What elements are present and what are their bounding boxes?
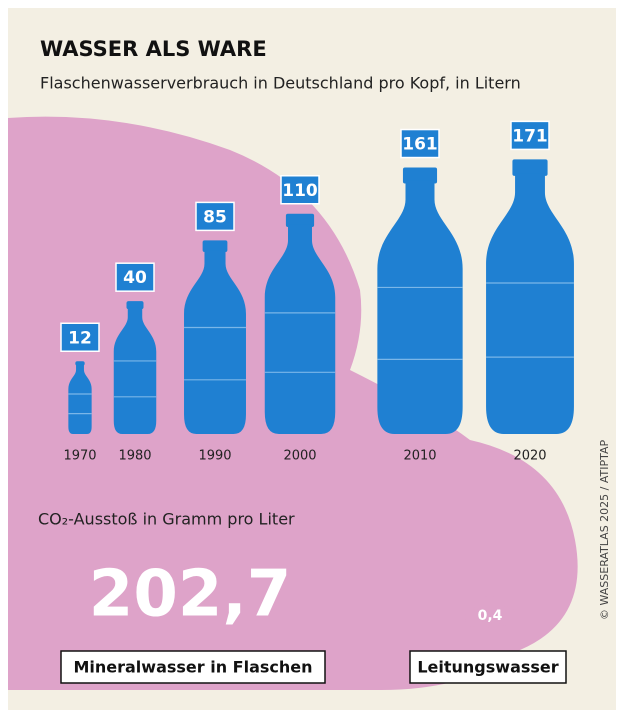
bottle-body xyxy=(377,180,463,434)
tap-cloud-part xyxy=(496,606,516,626)
bottle-cap xyxy=(402,167,438,184)
co2-value: 202,7 xyxy=(89,558,291,632)
co2-title: CO₂-Ausstoß in Gramm pro Liter xyxy=(38,510,295,529)
value-box xyxy=(400,128,440,159)
label: Mineralwasser in Flaschen xyxy=(73,658,312,677)
value-label: 110 xyxy=(282,181,318,201)
label-box xyxy=(409,650,567,684)
label: Leitungswasser xyxy=(417,658,558,677)
tap-value: 0,4 xyxy=(478,608,503,624)
bottle xyxy=(264,213,336,434)
credit: © WASSERATLAS 2025 / ATIPTAP xyxy=(598,439,611,620)
bottle xyxy=(377,167,463,434)
value-box xyxy=(510,120,550,151)
value-box xyxy=(115,262,155,292)
tap-cloud-part xyxy=(465,609,483,627)
bottle-cap xyxy=(202,240,228,253)
bottle-body xyxy=(184,250,246,434)
value-label: 85 xyxy=(203,207,227,227)
bottle-body xyxy=(68,364,92,434)
value-label: 12 xyxy=(68,328,92,348)
bottle-cap xyxy=(285,213,315,227)
bottle xyxy=(184,240,246,434)
x-tick-label: 2000 xyxy=(283,449,316,464)
subtitle: Flaschenwasserverbrauch in Deutschland p… xyxy=(40,74,521,93)
value-label: 171 xyxy=(512,126,548,146)
label-box xyxy=(60,650,326,684)
bottle xyxy=(113,301,157,434)
value-box xyxy=(280,175,320,205)
x-tick-label: 1990 xyxy=(198,449,231,464)
bottle xyxy=(68,361,92,434)
bottle-cap xyxy=(75,361,85,366)
value-label: 161 xyxy=(402,135,438,155)
x-tick-label: 1980 xyxy=(118,449,151,464)
value-box xyxy=(195,201,235,232)
x-tick-label: 2010 xyxy=(403,449,436,464)
bottle-cap xyxy=(126,301,144,310)
bottle-body xyxy=(486,173,574,434)
x-tick-label: 1970 xyxy=(63,449,96,464)
small-cloud xyxy=(465,596,516,628)
title: WASSER ALS WARE xyxy=(40,37,267,61)
value-box xyxy=(60,322,100,353)
bottle xyxy=(486,159,574,434)
bottle-cap xyxy=(512,159,548,176)
bottle-body xyxy=(113,307,157,434)
bottle-body xyxy=(264,224,336,434)
value-label: 40 xyxy=(123,268,147,288)
x-tick-label: 2020 xyxy=(513,449,546,464)
